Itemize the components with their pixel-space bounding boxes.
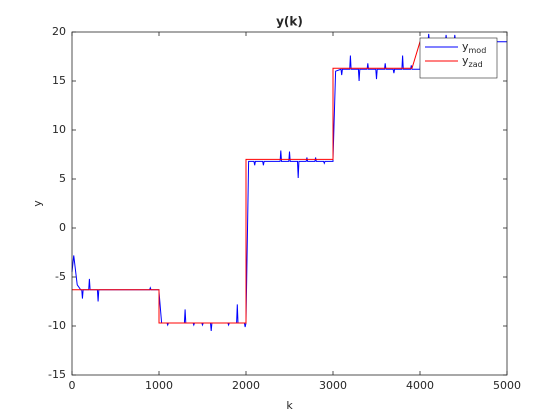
legend-label: ymod <box>462 40 486 55</box>
x-tick-label: 1000 <box>145 379 173 392</box>
chart-title: y(k) <box>276 15 303 29</box>
legend-box <box>419 37 498 79</box>
x-tick-label: 5000 <box>493 379 521 392</box>
y-tick-label: -15 <box>48 368 66 381</box>
legend-subscript: mod <box>469 46 487 55</box>
y-tick-label: 10 <box>52 123 66 136</box>
y-tick-label: 15 <box>52 74 66 87</box>
x-tick-label: 0 <box>69 379 76 392</box>
legend-label: yzad <box>462 54 483 69</box>
series-line <box>72 41 491 324</box>
plot-area <box>72 32 507 375</box>
series-group <box>71 33 507 331</box>
legend-name: y <box>462 40 469 53</box>
x-tick-label: 3000 <box>319 379 347 392</box>
axes-box <box>71 31 508 376</box>
x-axis-label: k <box>286 399 293 412</box>
y-tick-label: -5 <box>55 270 66 283</box>
x-tick-label: 2000 <box>232 379 260 392</box>
y-tick-label: 5 <box>59 172 66 185</box>
y-tick-label: -10 <box>48 319 66 332</box>
legend-name: y <box>462 54 469 67</box>
x-tick-label: 4000 <box>406 379 434 392</box>
y-tick-label: 0 <box>59 221 66 234</box>
legend-subscript: zad <box>469 60 483 69</box>
y-tick-label: 20 <box>52 25 66 38</box>
y-axis-label: y <box>31 200 44 207</box>
